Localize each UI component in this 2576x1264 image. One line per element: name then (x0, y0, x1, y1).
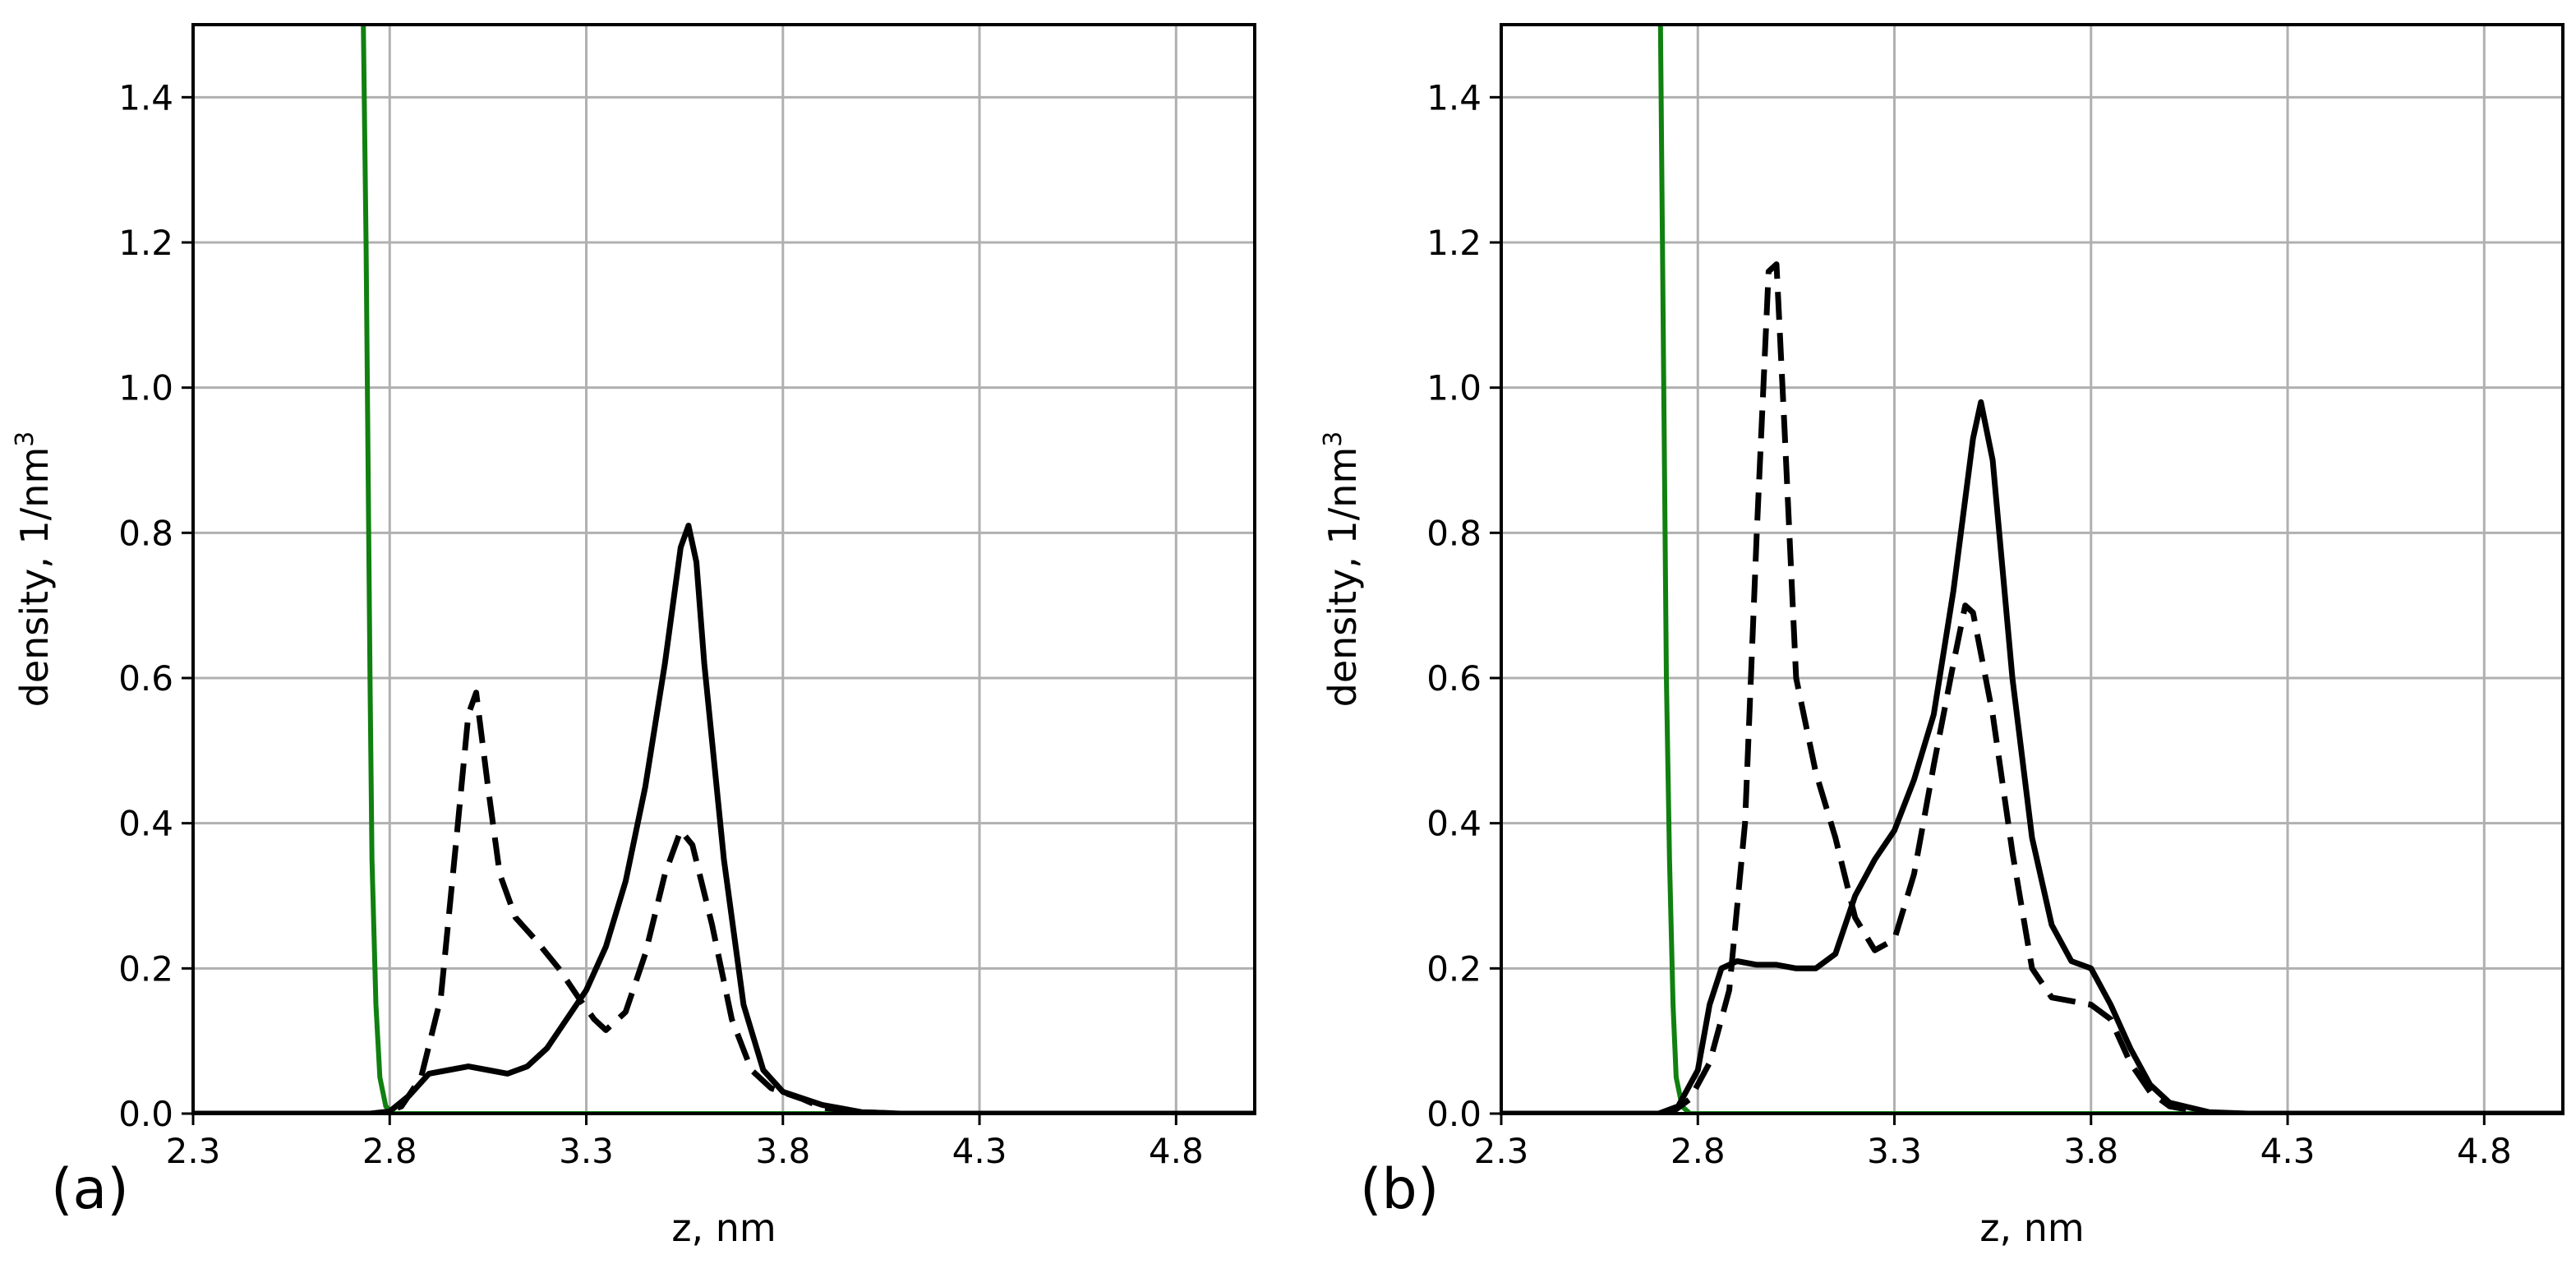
panel-a: 2.3 2.8 3.3 3.8 4.3 4.8 0.0 0.2 0.4 0.6 0.8 1.0 1.2 1… (11, 23, 1256, 1250)
y-axis-label-text: density, 1/nm (1320, 447, 1365, 708)
x-tick-label: 4.3 (952, 1131, 1007, 1171)
x-axis-label: z, nm (1979, 1206, 2084, 1250)
y-tick-label: 0.8 (118, 513, 173, 553)
panel-label: (b) (1360, 1157, 1439, 1222)
y-axis-label-text: density, 1/nm (12, 447, 57, 708)
y-tick-label: 0.6 (1426, 658, 1482, 699)
y-axis-label-superscript: 3 (1319, 431, 1348, 447)
y-tick-label: 1.2 (1426, 223, 1482, 263)
series-line-green-solid (361, 25, 1255, 1114)
axes-frame (191, 23, 1256, 1115)
grid (191, 25, 1255, 1115)
series-group (193, 25, 1255, 1114)
x-tick-label: 2.8 (362, 1131, 417, 1171)
y-tick-label: 0.0 (118, 1094, 173, 1134)
x-tick-label: 2.8 (1670, 1131, 1726, 1171)
x-tick-label: 3.3 (1867, 1131, 1922, 1171)
x-tick-label: 4.8 (1149, 1131, 1204, 1171)
y-axis-label: density, 1/nm3 (11, 431, 57, 708)
series-line-black-dashed (193, 690, 1255, 1114)
series-line-black-dashed (1501, 261, 2563, 1114)
x-tick-label: 4.3 (2260, 1131, 2316, 1171)
y-tick-label: 1.4 (1426, 77, 1482, 118)
y-tick-label: 0.6 (118, 658, 173, 699)
y-tick-label: 0.4 (1426, 804, 1482, 844)
series-line-green-solid (1657, 25, 2563, 1114)
y-tick-label: 0.2 (118, 948, 173, 989)
series-group (1501, 25, 2563, 1114)
y-tick-label: 0.4 (118, 804, 173, 844)
panel-b: 2.3 2.8 3.3 3.8 4.3 4.8 0.0 0.2 0.4 0.6 0.8 1.0 1.2 1… (1319, 23, 2564, 1250)
x-tick-label: 3.3 (559, 1131, 614, 1171)
y-tick-label: 1.0 (1426, 368, 1482, 408)
series-line-black-solid (1501, 399, 2563, 1114)
x-tick-label: 3.8 (755, 1131, 810, 1171)
x-tick-label: 4.8 (2457, 1131, 2512, 1171)
y-axis-label-superscript: 3 (11, 431, 39, 447)
y-tick-label: 1.2 (118, 223, 173, 263)
series-line-black-solid (193, 523, 1255, 1114)
x-tick-label: 3.8 (2063, 1131, 2118, 1171)
y-tick-label: 0.0 (1426, 1094, 1482, 1134)
axes-frame (1500, 23, 2564, 1115)
y-tick-label: 1.0 (118, 368, 173, 408)
x-tick-label: 2.3 (1474, 1131, 1529, 1171)
y-tick-label: 0.8 (1426, 513, 1482, 553)
y-axis-label: density, 1/nm3 (1319, 431, 1365, 708)
x-tick-label: 2.3 (166, 1131, 221, 1171)
x-axis-label: z, nm (671, 1206, 776, 1250)
y-tick-label: 1.4 (118, 77, 173, 118)
panel-label: (a) (51, 1157, 129, 1222)
y-tick-label: 0.2 (1426, 948, 1482, 989)
